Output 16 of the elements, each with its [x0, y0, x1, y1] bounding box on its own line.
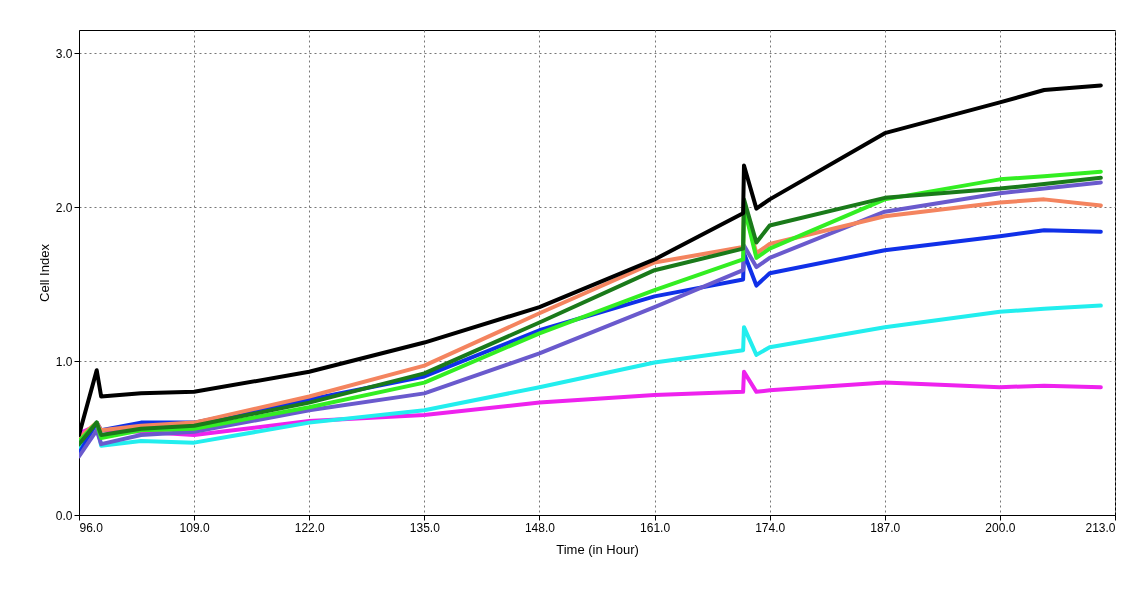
x-tick-label: 161.0: [640, 520, 671, 535]
y-axis-title: Cell Index: [36, 243, 52, 302]
x-tick-label: 109.0: [179, 520, 210, 535]
x-tick-label: 148.0: [524, 520, 556, 535]
x-tick-label: 135.0: [409, 520, 441, 535]
x-tick-label: 174.0: [755, 520, 786, 535]
y-tick-label: 1.0: [55, 354, 73, 369]
x-tick-label: 122.0: [294, 520, 326, 535]
x-axis-title: Time (in Hour): [556, 541, 639, 557]
y-tick-label: 3.0: [55, 46, 73, 61]
x-tick-label: 200.0: [985, 520, 1016, 535]
y-tick-label: 2.0: [55, 200, 73, 215]
x-tick-label: 187.0: [870, 520, 901, 535]
y-tick-label: 0.0: [55, 508, 73, 523]
x-tick-label: 213.0: [1085, 520, 1116, 535]
x-tick-label: 96.0: [79, 520, 104, 535]
